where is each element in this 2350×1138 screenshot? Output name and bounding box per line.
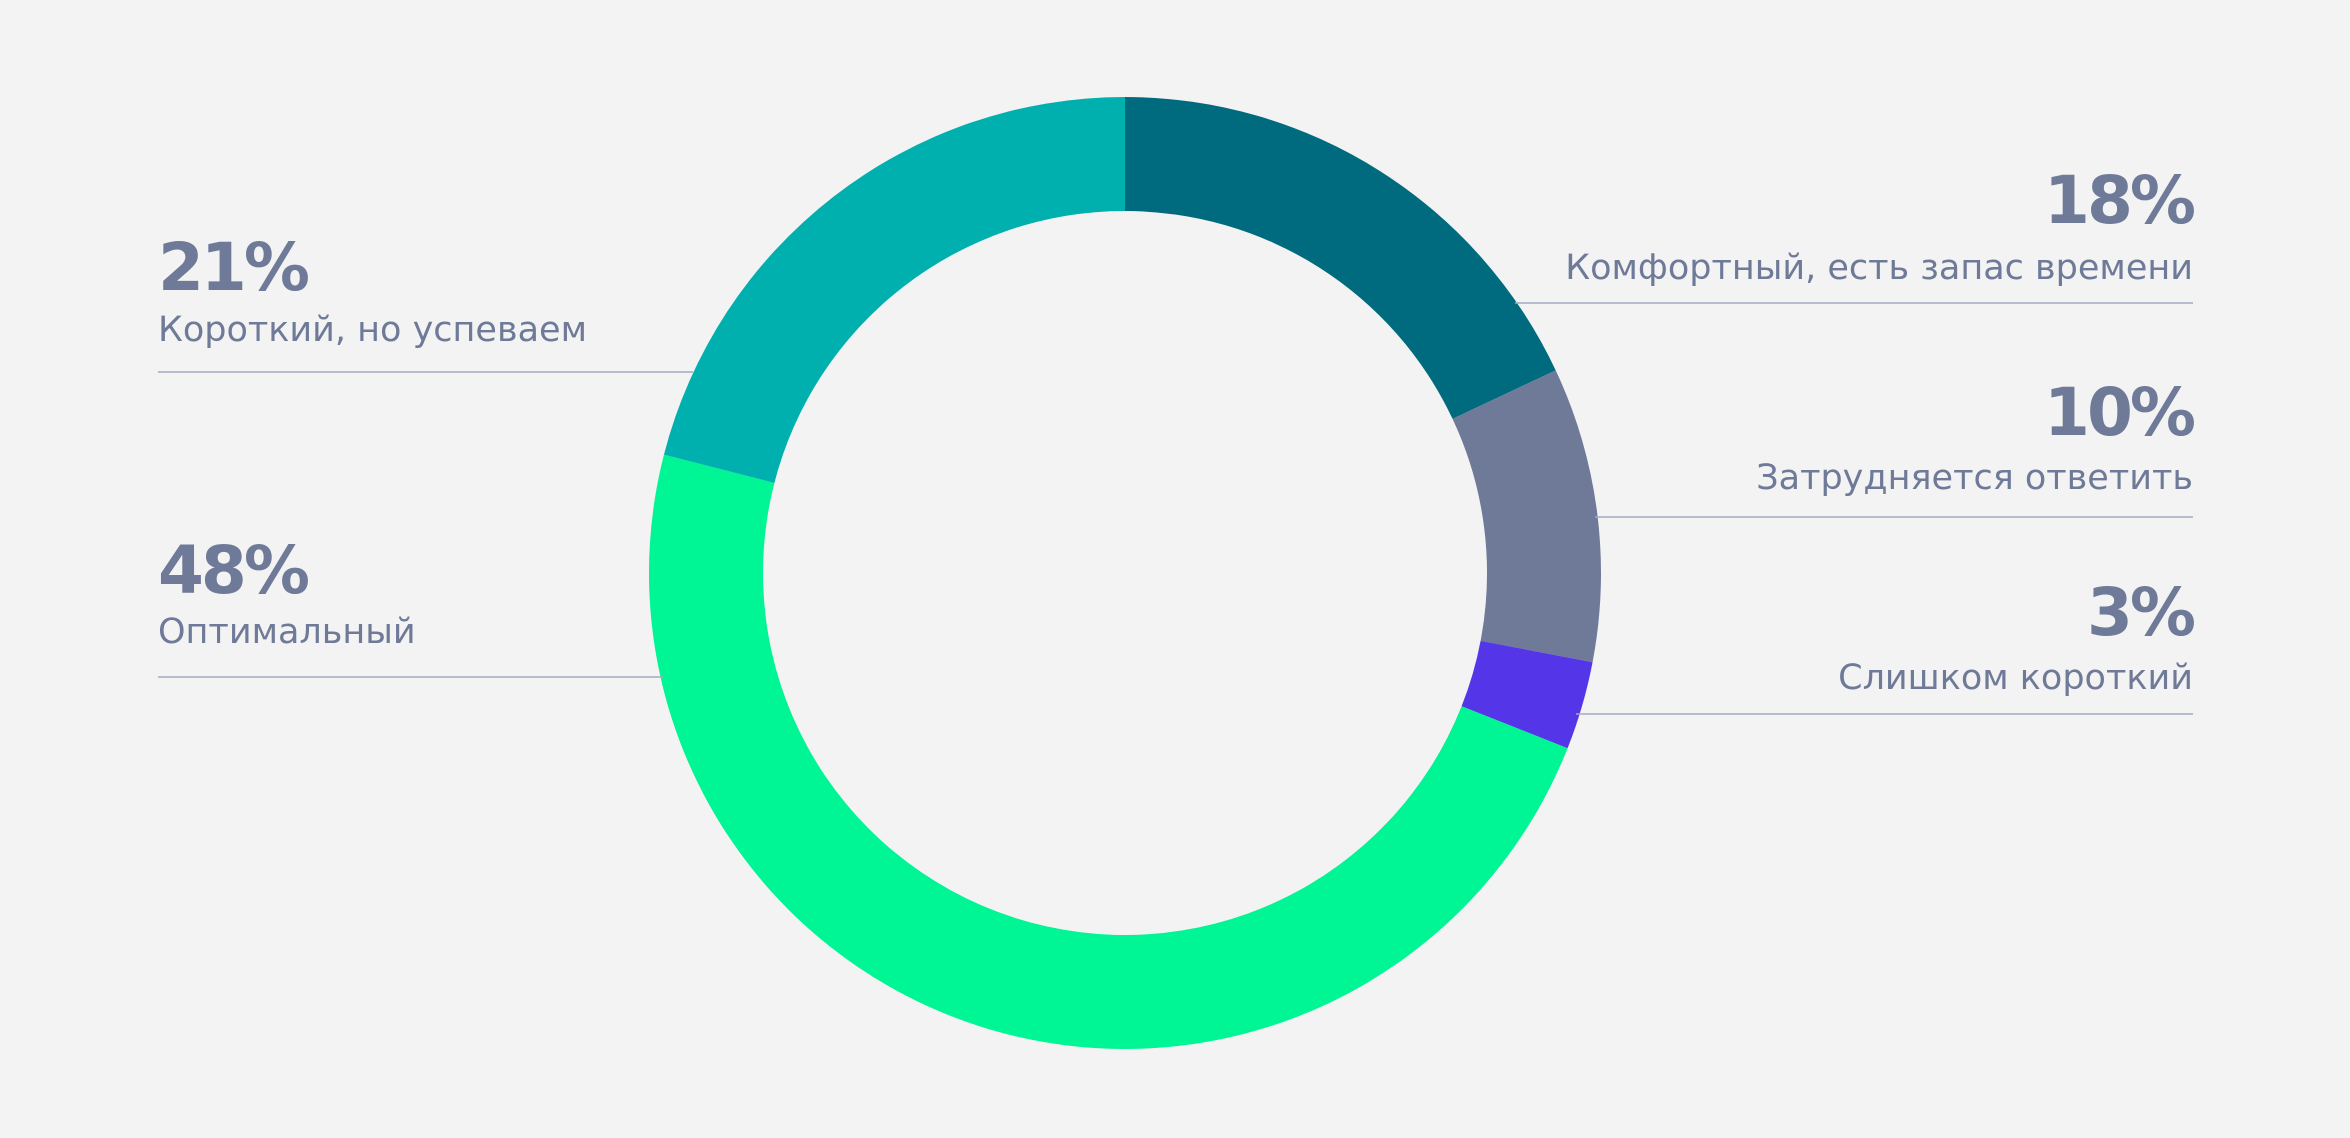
data-label-too-short-percent: 3% [2086, 574, 2196, 651]
donut-slice-optimal [648, 454, 1568, 1050]
data-label-optimal-name: Оптимальный [158, 612, 416, 652]
donut-slices [648, 96, 1601, 1050]
donut-slice-undecided [1452, 370, 1601, 663]
data-label-comfortable-percent: 18% [2044, 162, 2196, 239]
donut-slice-too-short [1461, 640, 1593, 749]
data-label-short-percent: 21% [158, 229, 310, 306]
donut-slice-short [663, 96, 1125, 483]
data-label-comfortable-name: Комфортный, есть запас времени [1565, 248, 2193, 288]
data-label-optimal-percent: 48% [158, 532, 310, 609]
data-label-too-short-name: Слишком короткий [1838, 658, 2193, 698]
donut-slice-comfortable [1125, 97, 1556, 419]
data-label-undecided-name: Затрудняется ответить [1756, 458, 2193, 498]
data-label-short-name: Короткий, но успеваем [158, 310, 587, 350]
data-label-undecided-percent: 10% [2044, 374, 2196, 451]
leader-lines [158, 302, 2193, 715]
